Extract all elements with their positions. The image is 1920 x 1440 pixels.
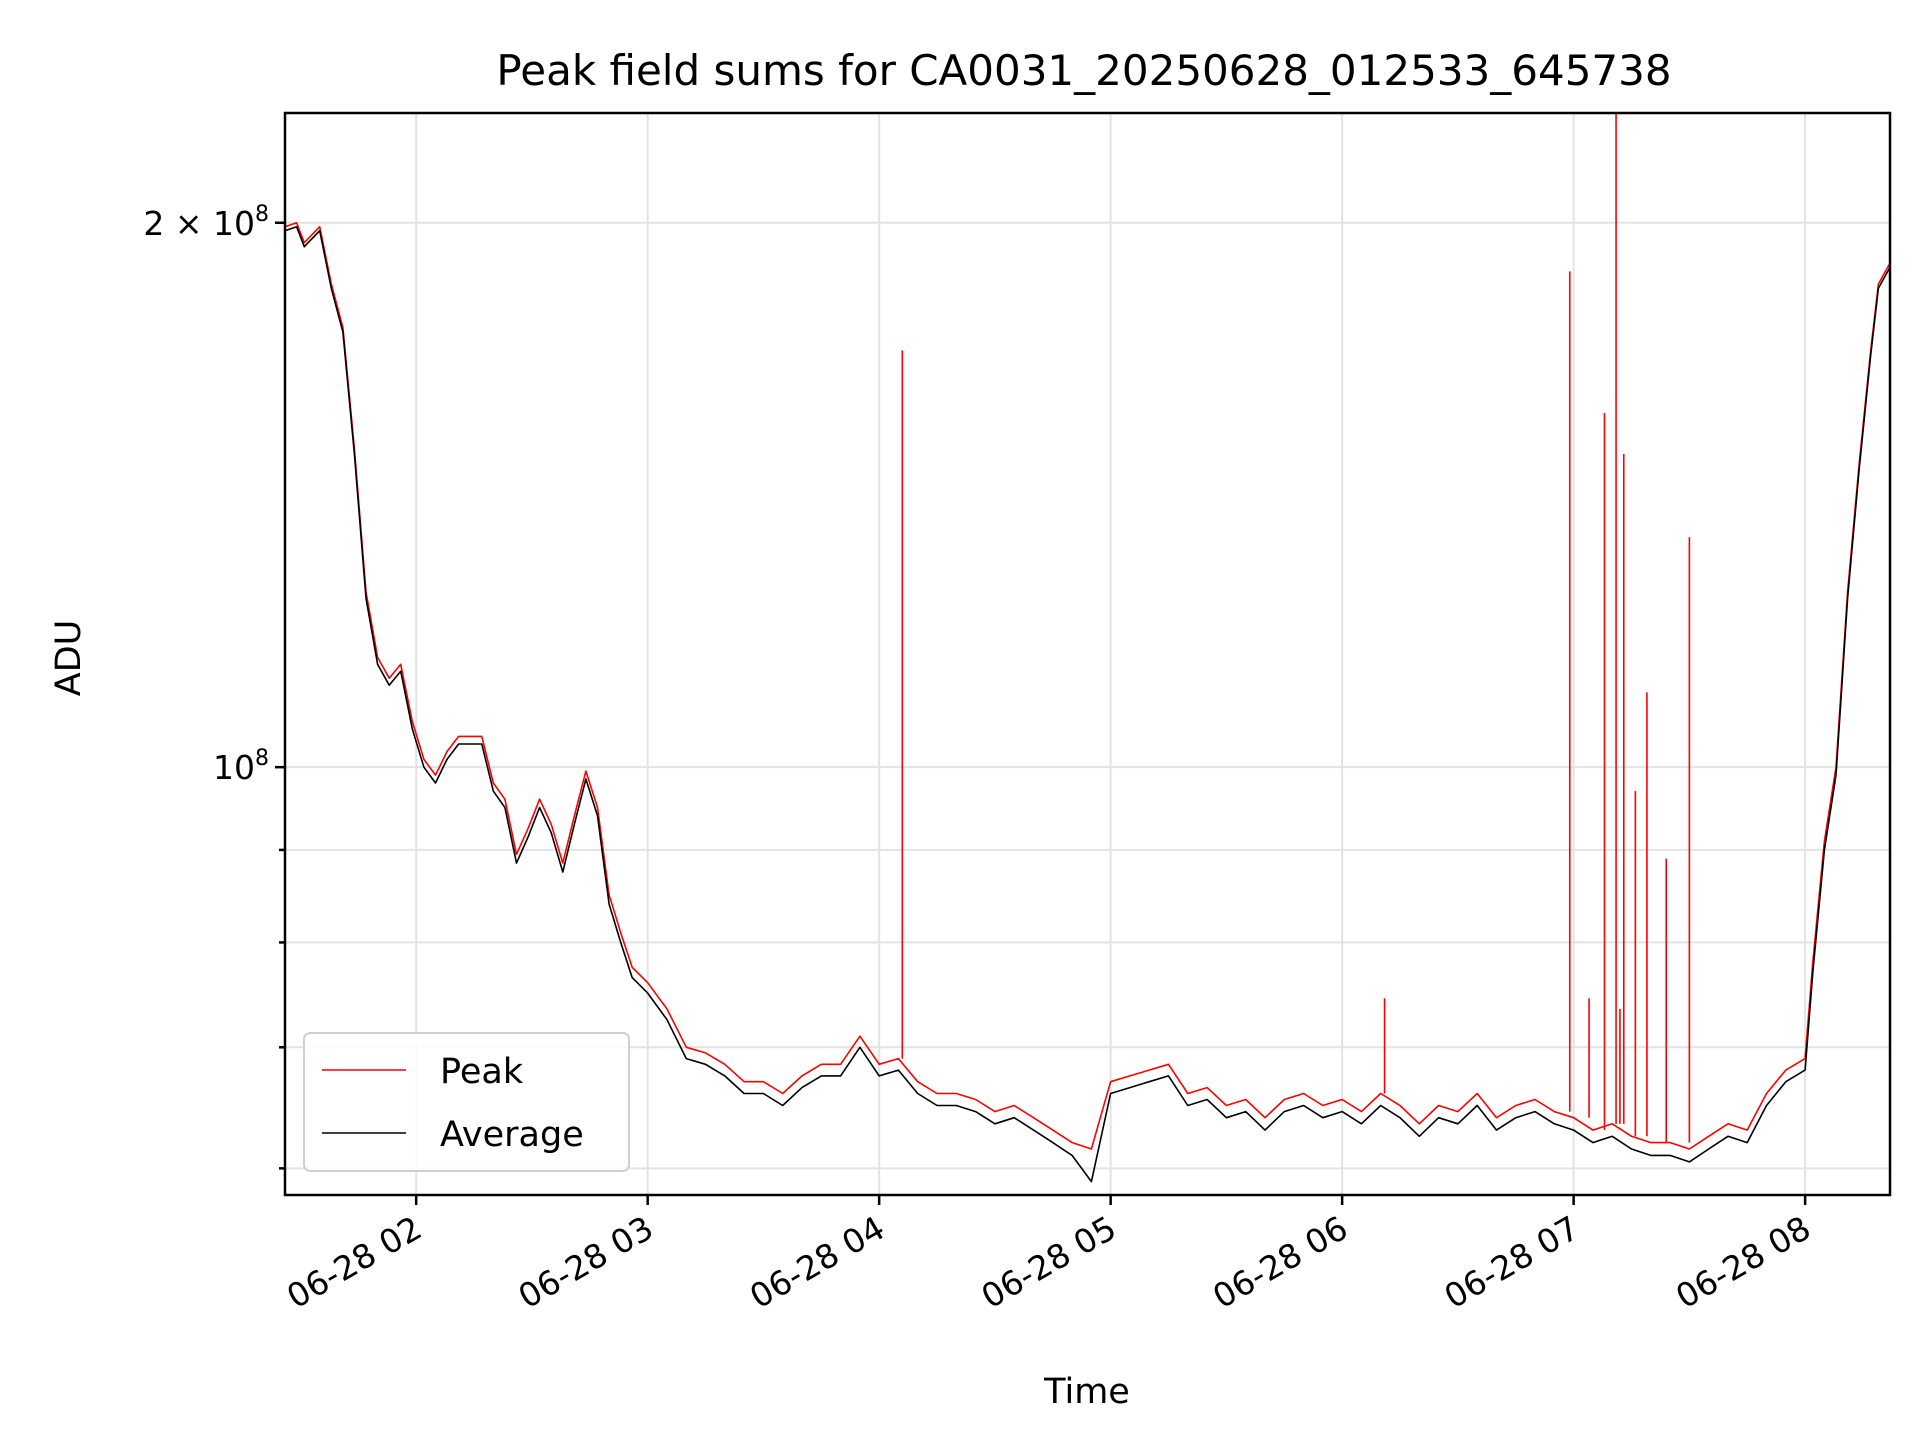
- y-tick-label: 2 × 108: [143, 202, 269, 243]
- y-axis-label: ADU: [49, 620, 89, 697]
- legend-label-peak: Peak: [440, 1052, 524, 1092]
- x-axis-ticks: 06-28 02 06-28 03 06-28 04 06-28 05 06-28 06…: [280, 1195, 1817, 1316]
- series-line-peak: [284, 222, 1891, 1150]
- x-tick-label: 06-28 06: [1206, 1208, 1354, 1316]
- legend-label-average: Average: [440, 1115, 584, 1155]
- y-axis-ticks: 2 × 108 108: [143, 202, 285, 1170]
- x-tick-label: 06-28 02: [280, 1208, 428, 1316]
- peak-spikes: [901, 113, 1691, 1143]
- series-line-average: [284, 225, 1891, 1183]
- x-tick-label: 06-28 08: [1669, 1208, 1817, 1316]
- x-tick-label: 06-28 04: [743, 1208, 891, 1316]
- x-tick-label: 06-28 07: [1438, 1208, 1586, 1316]
- plot-area: [284, 113, 1891, 1183]
- x-tick-label: 06-28 03: [512, 1208, 660, 1316]
- y-tick-label: 108: [213, 746, 269, 787]
- legend: Peak Average: [303, 1032, 630, 1172]
- x-axis-label: Time: [1043, 1372, 1130, 1412]
- x-tick-label: 06-28 05: [975, 1208, 1123, 1316]
- axes-frame: [283, 111, 1892, 1197]
- chart-title: Peak field sums for CA0031_20250628_0125…: [496, 46, 1671, 95]
